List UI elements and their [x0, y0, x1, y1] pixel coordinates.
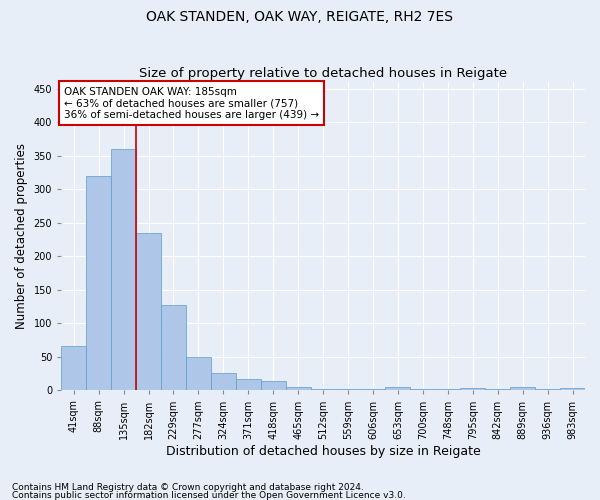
- Bar: [211, 373, 236, 390]
- Bar: [136, 233, 161, 390]
- Bar: [86, 176, 111, 390]
- Bar: [236, 379, 261, 390]
- Text: OAK STANDEN, OAK WAY, REIGATE, RH2 7ES: OAK STANDEN, OAK WAY, REIGATE, RH2 7ES: [146, 10, 454, 24]
- Text: Contains public sector information licensed under the Open Government Licence v3: Contains public sector information licen…: [12, 490, 406, 500]
- Bar: [286, 387, 311, 390]
- Bar: [311, 389, 335, 390]
- Y-axis label: Number of detached properties: Number of detached properties: [15, 143, 28, 329]
- Title: Size of property relative to detached houses in Reigate: Size of property relative to detached ho…: [139, 66, 507, 80]
- Bar: [61, 346, 86, 391]
- Bar: [535, 389, 560, 390]
- Bar: [261, 381, 286, 390]
- X-axis label: Distribution of detached houses by size in Reigate: Distribution of detached houses by size …: [166, 444, 481, 458]
- Bar: [510, 387, 535, 390]
- Bar: [361, 389, 385, 390]
- Text: OAK STANDEN OAK WAY: 185sqm
← 63% of detached houses are smaller (757)
36% of se: OAK STANDEN OAK WAY: 185sqm ← 63% of det…: [64, 86, 319, 120]
- Bar: [560, 388, 585, 390]
- Bar: [460, 388, 485, 390]
- Bar: [335, 389, 361, 390]
- Bar: [385, 387, 410, 390]
- Bar: [485, 389, 510, 390]
- Bar: [436, 389, 460, 390]
- Bar: [186, 357, 211, 390]
- Bar: [410, 389, 436, 390]
- Text: Contains HM Land Registry data © Crown copyright and database right 2024.: Contains HM Land Registry data © Crown c…: [12, 484, 364, 492]
- Bar: [161, 306, 186, 390]
- Bar: [111, 149, 136, 390]
